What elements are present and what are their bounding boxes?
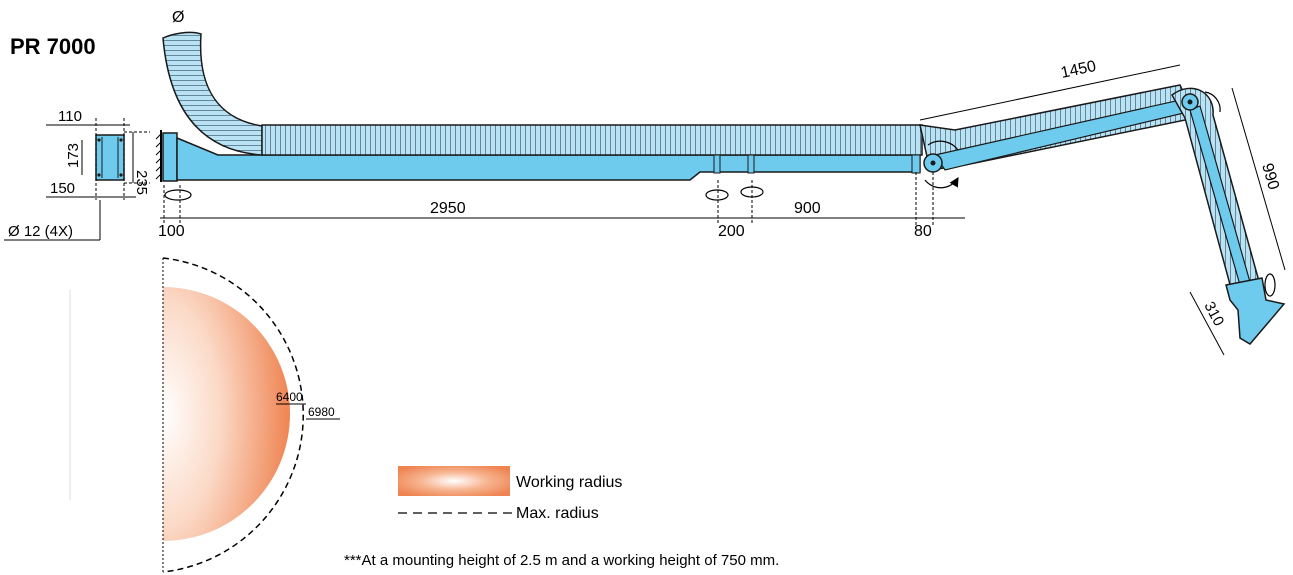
arm-dimension-line — [160, 172, 965, 225]
dim-offset-mount: 100 — [158, 223, 185, 240]
extraction-hood — [1225, 277, 1286, 345]
radius-diagram — [69, 257, 340, 573]
working-radius-area — [163, 287, 290, 541]
max-radius-arc — [162, 257, 305, 573]
dim-bracket-width: 110 — [58, 108, 82, 125]
dim-bolt-holes: Ø 12 (4X) — [8, 223, 73, 240]
diameter-symbol: Ø — [172, 9, 184, 26]
lower-arm-dimension-line — [1231, 87, 1286, 271]
dim-hood: 310 — [1200, 299, 1227, 329]
hood-dimension-line — [1189, 291, 1225, 356]
dim-bracket-height: 235 — [133, 170, 150, 195]
legend — [398, 466, 512, 514]
dim-bracket-inner: 173 — [65, 143, 82, 168]
swivel-joints — [713, 154, 921, 174]
dim-end-offset: 80 — [914, 223, 932, 240]
lower-arm-beam — [1189, 105, 1251, 286]
hose-horizontal — [261, 124, 923, 156]
product-title: PR 7000 — [10, 34, 96, 59]
dim-main-arm: 2950 — [430, 200, 466, 217]
footnote: ***At a mounting height of 2.5 m and a w… — [344, 552, 779, 569]
dim-joint-gap: 200 — [718, 223, 745, 240]
dim-second-arm: 900 — [794, 200, 821, 217]
working-radius-value: 6400 — [276, 390, 303, 404]
wall-mount — [155, 130, 178, 182]
hose-upper-bend — [162, 31, 263, 156]
legend-working-label: Working radius — [516, 474, 622, 491]
legend-max-label: Max. radius — [516, 505, 599, 522]
wall-bracket-detail — [4, 118, 150, 241]
max-radius-value: 6980 — [308, 405, 335, 419]
dim-bracket-depth: 150 — [50, 180, 75, 197]
legend-working-swatch — [398, 466, 510, 496]
dim-lower-arm: 990 — [1258, 161, 1282, 191]
upper-arm-dimension-line — [919, 64, 1181, 121]
dim-upper-arm: 1450 — [1059, 58, 1097, 82]
